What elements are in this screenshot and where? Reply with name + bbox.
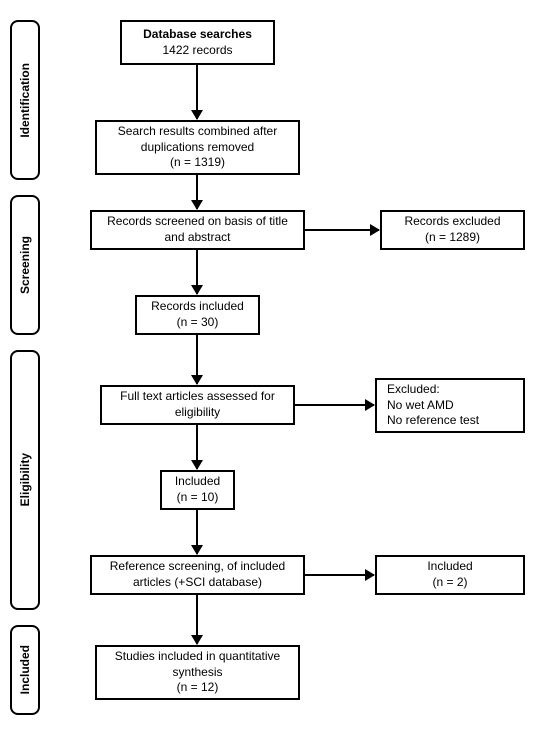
node-line: Excluded: bbox=[387, 382, 440, 398]
node-line: (n = 1319) bbox=[170, 155, 225, 171]
node-included-10: Included (n = 10) bbox=[160, 470, 235, 510]
node-line: and abstract bbox=[164, 230, 230, 246]
stage-identification: Identification bbox=[10, 20, 40, 180]
arrow-right-icon bbox=[295, 404, 374, 406]
arrow-down-icon bbox=[196, 425, 198, 469]
node-line: Search results combined after bbox=[118, 124, 277, 140]
node-line: (n = 1289) bbox=[425, 230, 480, 246]
node-line: No reference test bbox=[387, 413, 479, 429]
node-included-2: Included (n = 2) bbox=[375, 555, 525, 595]
node-screened: Records screened on basis of title and a… bbox=[90, 210, 305, 250]
arrow-down-icon bbox=[196, 335, 198, 384]
stage-screening: Screening bbox=[10, 195, 40, 335]
node-line: (n = 12) bbox=[177, 680, 219, 696]
node-excluded-reasons: Excluded: No wet AMD No reference test bbox=[375, 378, 525, 433]
node-line: 1422 records bbox=[162, 43, 232, 59]
node-dedup: Search results combined after duplicatio… bbox=[95, 120, 300, 175]
node-line: No wet AMD bbox=[387, 398, 454, 414]
arrow-down-icon bbox=[196, 175, 198, 209]
node-line: Database searches bbox=[143, 27, 252, 43]
node-line: Full text articles assessed for bbox=[120, 389, 275, 405]
arrow-right-icon bbox=[305, 229, 379, 231]
arrow-down-icon bbox=[196, 510, 198, 554]
stage-included: Included bbox=[10, 625, 40, 715]
stage-eligibility: Eligibility bbox=[10, 350, 40, 610]
stage-label-text: Included bbox=[18, 645, 32, 694]
arrow-down-icon bbox=[196, 65, 198, 119]
node-database-searches: Database searches 1422 records bbox=[120, 20, 275, 65]
node-line: (n = 30) bbox=[177, 315, 219, 331]
node-included-30: Records included (n = 30) bbox=[135, 295, 260, 335]
node-final-synthesis: Studies included in quantitative synthes… bbox=[95, 645, 300, 700]
node-line: Included bbox=[427, 559, 472, 575]
node-line: synthesis bbox=[172, 665, 222, 681]
node-fulltext: Full text articles assessed for eligibil… bbox=[100, 385, 295, 425]
node-line: Included bbox=[175, 474, 220, 490]
node-line: Records included bbox=[151, 299, 244, 315]
node-excluded-1289: Records excluded (n = 1289) bbox=[380, 210, 525, 250]
node-line: (n = 2) bbox=[432, 575, 467, 591]
node-line: Records excluded bbox=[404, 214, 500, 230]
stage-label-text: Identification bbox=[18, 63, 32, 138]
arrow-down-icon bbox=[196, 250, 198, 294]
node-reference-screening: Reference screening, of included article… bbox=[90, 555, 305, 595]
node-line: articles (+SCI database) bbox=[133, 575, 262, 591]
node-line: Records screened on basis of title bbox=[107, 214, 288, 230]
node-line: duplications removed bbox=[141, 140, 254, 156]
node-line: (n = 10) bbox=[177, 490, 219, 506]
stage-label-text: Eligibility bbox=[18, 453, 32, 506]
node-line: Reference screening, of included bbox=[110, 559, 285, 575]
node-line: eligibility bbox=[175, 405, 220, 421]
arrow-down-icon bbox=[196, 595, 198, 644]
arrow-right-icon bbox=[305, 574, 374, 576]
stage-label-text: Screening bbox=[18, 236, 32, 294]
node-line: Studies included in quantitative bbox=[115, 649, 280, 665]
